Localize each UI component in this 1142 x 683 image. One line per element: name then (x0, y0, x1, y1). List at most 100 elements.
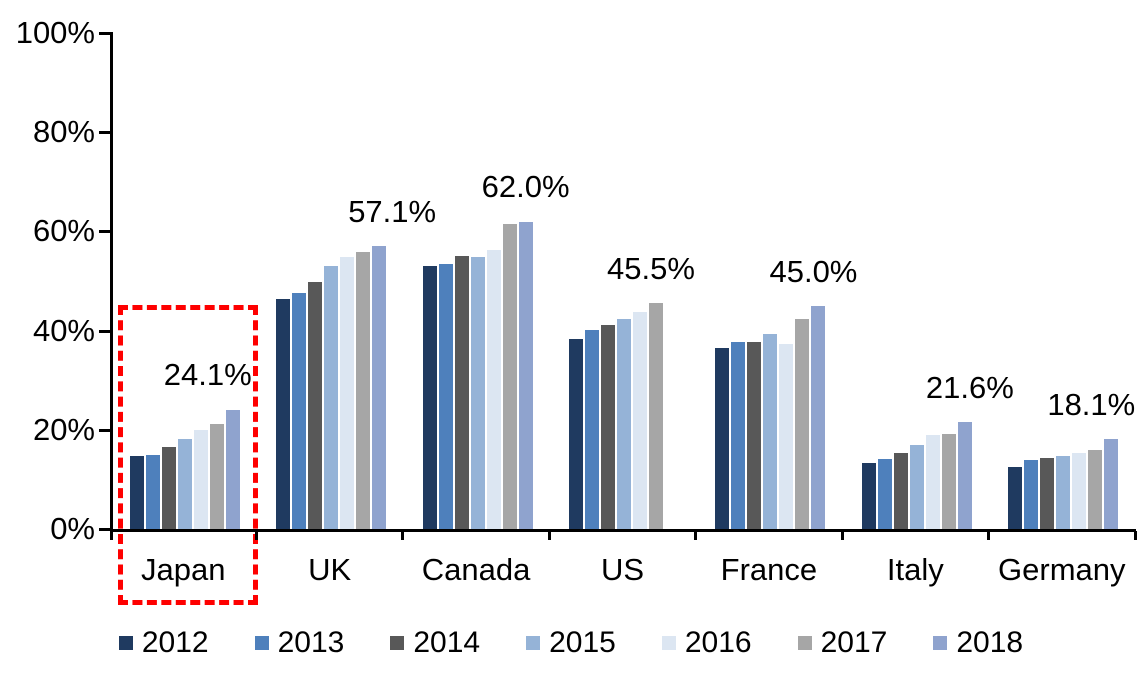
legend-item-2013: 2013 (254, 626, 344, 660)
highlight-box-japan (118, 305, 258, 605)
x-axis-label-uk: UK (308, 552, 352, 587)
x-axis-tick (547, 531, 551, 540)
data-label-uk: 57.1% (348, 193, 437, 229)
bar-group-japan (113, 32, 256, 529)
x-axis-label-italy: Italy (886, 552, 944, 587)
legend-item-2014: 2014 (390, 626, 480, 660)
data-label-france: 45.0% (769, 253, 858, 289)
bar-france-2016 (779, 344, 794, 529)
legend-label-2017: 2017 (820, 626, 888, 659)
bar-us-2016 (632, 312, 647, 529)
bar-us-2015 (616, 319, 631, 529)
x-axis-label-us: US (600, 552, 645, 587)
bar-germany-2018 (1104, 439, 1119, 529)
legend-label-2015: 2015 (549, 626, 616, 659)
bar-italy-2015 (909, 445, 924, 529)
bar-group-italy (845, 32, 988, 529)
legend-item-2018: 2018 (933, 626, 1023, 660)
bar-france-2013 (731, 341, 746, 529)
legend-swatch-2012 (118, 636, 133, 650)
data-label-us: 45.5% (607, 251, 695, 287)
legend-swatch-2013 (254, 636, 269, 650)
bar-us-2014 (600, 324, 615, 529)
legend-label-2012: 2012 (141, 626, 209, 659)
legend-swatch-2018 (933, 636, 948, 650)
bar-japan-2012 (129, 456, 144, 529)
bar-italy-2017 (941, 433, 956, 529)
data-label-germany: 18.1% (1047, 387, 1136, 423)
legend-label-2014: 2014 (413, 626, 481, 659)
y-axis-line (110, 32, 113, 532)
y-axis-tick (99, 131, 111, 135)
bar-canada-2018 (518, 221, 533, 529)
bar-japan-2018 (225, 409, 240, 529)
y-axis-label-80-: 80% (32, 114, 95, 150)
bar-italy-2018 (957, 421, 972, 529)
bar-japan-2015 (177, 438, 192, 529)
bar-us-2017 (648, 303, 663, 529)
bar-france-2014 (747, 342, 762, 529)
legend-swatch-2015 (526, 636, 541, 650)
legend-swatch-2016 (661, 636, 676, 650)
y-axis-tick (99, 329, 111, 333)
bar-italy-2016 (925, 434, 940, 529)
y-axis-label-20-: 20% (32, 411, 95, 447)
y-axis-label-60-: 60% (32, 213, 95, 249)
bar-japan-2016 (193, 429, 208, 529)
bar-france-2018 (811, 305, 826, 529)
x-axis-tick (110, 531, 113, 540)
y-axis-label-100-: 100% (15, 15, 95, 50)
x-axis-label-canada: Canada (421, 552, 531, 587)
x-axis-label-japan: Japan (140, 552, 226, 587)
bar-canada-2014 (454, 255, 469, 529)
y-axis-label-40-: 40% (32, 312, 95, 348)
bar-japan-2013 (145, 455, 160, 529)
data-label-italy: 21.6% (925, 369, 1014, 405)
bar-italy-2014 (893, 453, 908, 529)
bar-canada-2012 (422, 265, 437, 529)
x-axis-tick (840, 531, 844, 540)
bar-germany-2012 (1008, 466, 1023, 529)
legend: 2012 2013 2014 2015 2016 2017 2018 (0, 626, 1142, 660)
x-axis-label-france: France (720, 552, 818, 587)
bar-france-2015 (763, 334, 778, 529)
bar-uk-2015 (324, 265, 339, 529)
bar-group-france (699, 32, 842, 529)
x-axis-tick (987, 531, 991, 540)
bar-germany-2015 (1056, 456, 1071, 529)
bar-japan-2017 (209, 424, 224, 529)
bar-uk-2016 (340, 257, 355, 529)
bar-canada-2013 (438, 263, 453, 529)
legend-swatch-2014 (390, 636, 405, 650)
bar-uk-2013 (292, 292, 307, 529)
bar-uk-2018 (372, 245, 387, 529)
legend-item-2016: 2016 (661, 626, 752, 660)
bar-italy-2013 (877, 459, 892, 529)
bar-uk-2017 (356, 252, 371, 529)
legend-label-2016: 2016 (684, 626, 752, 659)
y-axis-tick (99, 230, 111, 234)
bar-canada-2016 (486, 249, 501, 529)
bar-france-2012 (715, 347, 730, 529)
legend-item-2015: 2015 (526, 626, 616, 660)
bar-canada-2015 (470, 256, 485, 529)
x-axis-tick (254, 531, 258, 540)
bar-germany-2017 (1088, 450, 1103, 529)
bar-us-2013 (584, 329, 599, 529)
bar-germany-2016 (1072, 453, 1087, 529)
y-axis-label-0-: 0% (50, 511, 95, 546)
legend-item-2012: 2012 (118, 626, 209, 660)
bar-group-germany (992, 32, 1135, 529)
legend-swatch-2017 (797, 636, 812, 650)
legend-item-2017: 2017 (797, 626, 888, 660)
bar-uk-2012 (276, 298, 291, 529)
x-axis-label-germany: Germany (998, 552, 1126, 587)
bar-canada-2017 (502, 223, 517, 529)
x-axis-tick (401, 531, 405, 540)
bar-germany-2013 (1024, 460, 1039, 529)
x-axis-tick (1133, 531, 1137, 540)
bar-us-2012 (568, 338, 583, 529)
y-axis-tick (99, 32, 111, 35)
data-label-canada: 62.0% (481, 169, 570, 205)
